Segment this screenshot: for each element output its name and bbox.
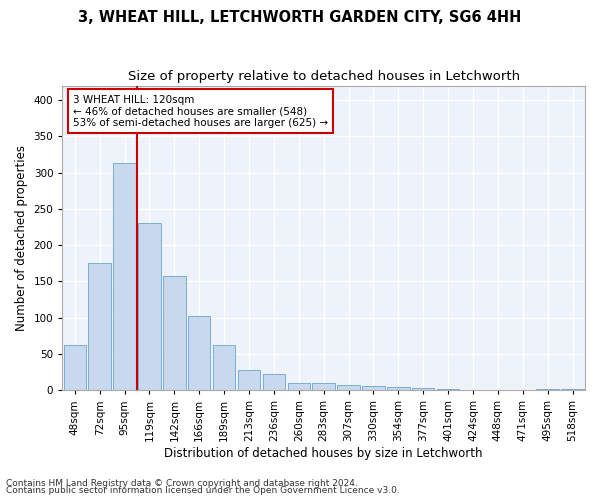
Text: Contains HM Land Registry data © Crown copyright and database right 2024.: Contains HM Land Registry data © Crown c… <box>6 478 358 488</box>
Text: Contains public sector information licensed under the Open Government Licence v3: Contains public sector information licen… <box>6 486 400 495</box>
Text: 3 WHEAT HILL: 120sqm
← 46% of detached houses are smaller (548)
53% of semi-deta: 3 WHEAT HILL: 120sqm ← 46% of detached h… <box>73 94 328 128</box>
Bar <box>412 388 434 390</box>
Bar <box>562 389 584 390</box>
Bar <box>387 386 410 390</box>
Bar <box>313 383 335 390</box>
Bar <box>88 264 111 390</box>
Bar <box>437 389 460 390</box>
Bar <box>263 374 285 390</box>
Bar <box>213 346 235 391</box>
Bar <box>138 224 161 390</box>
Text: 3, WHEAT HILL, LETCHWORTH GARDEN CITY, SG6 4HH: 3, WHEAT HILL, LETCHWORTH GARDEN CITY, S… <box>79 10 521 25</box>
Bar <box>337 385 360 390</box>
Bar <box>64 344 86 391</box>
Bar <box>188 316 211 390</box>
Title: Size of property relative to detached houses in Letchworth: Size of property relative to detached ho… <box>128 70 520 83</box>
X-axis label: Distribution of detached houses by size in Letchworth: Distribution of detached houses by size … <box>164 447 483 460</box>
Y-axis label: Number of detached properties: Number of detached properties <box>15 145 28 331</box>
Bar <box>163 276 185 390</box>
Bar <box>113 163 136 390</box>
Bar <box>362 386 385 390</box>
Bar <box>287 383 310 390</box>
Bar <box>536 389 559 390</box>
Bar <box>238 370 260 390</box>
